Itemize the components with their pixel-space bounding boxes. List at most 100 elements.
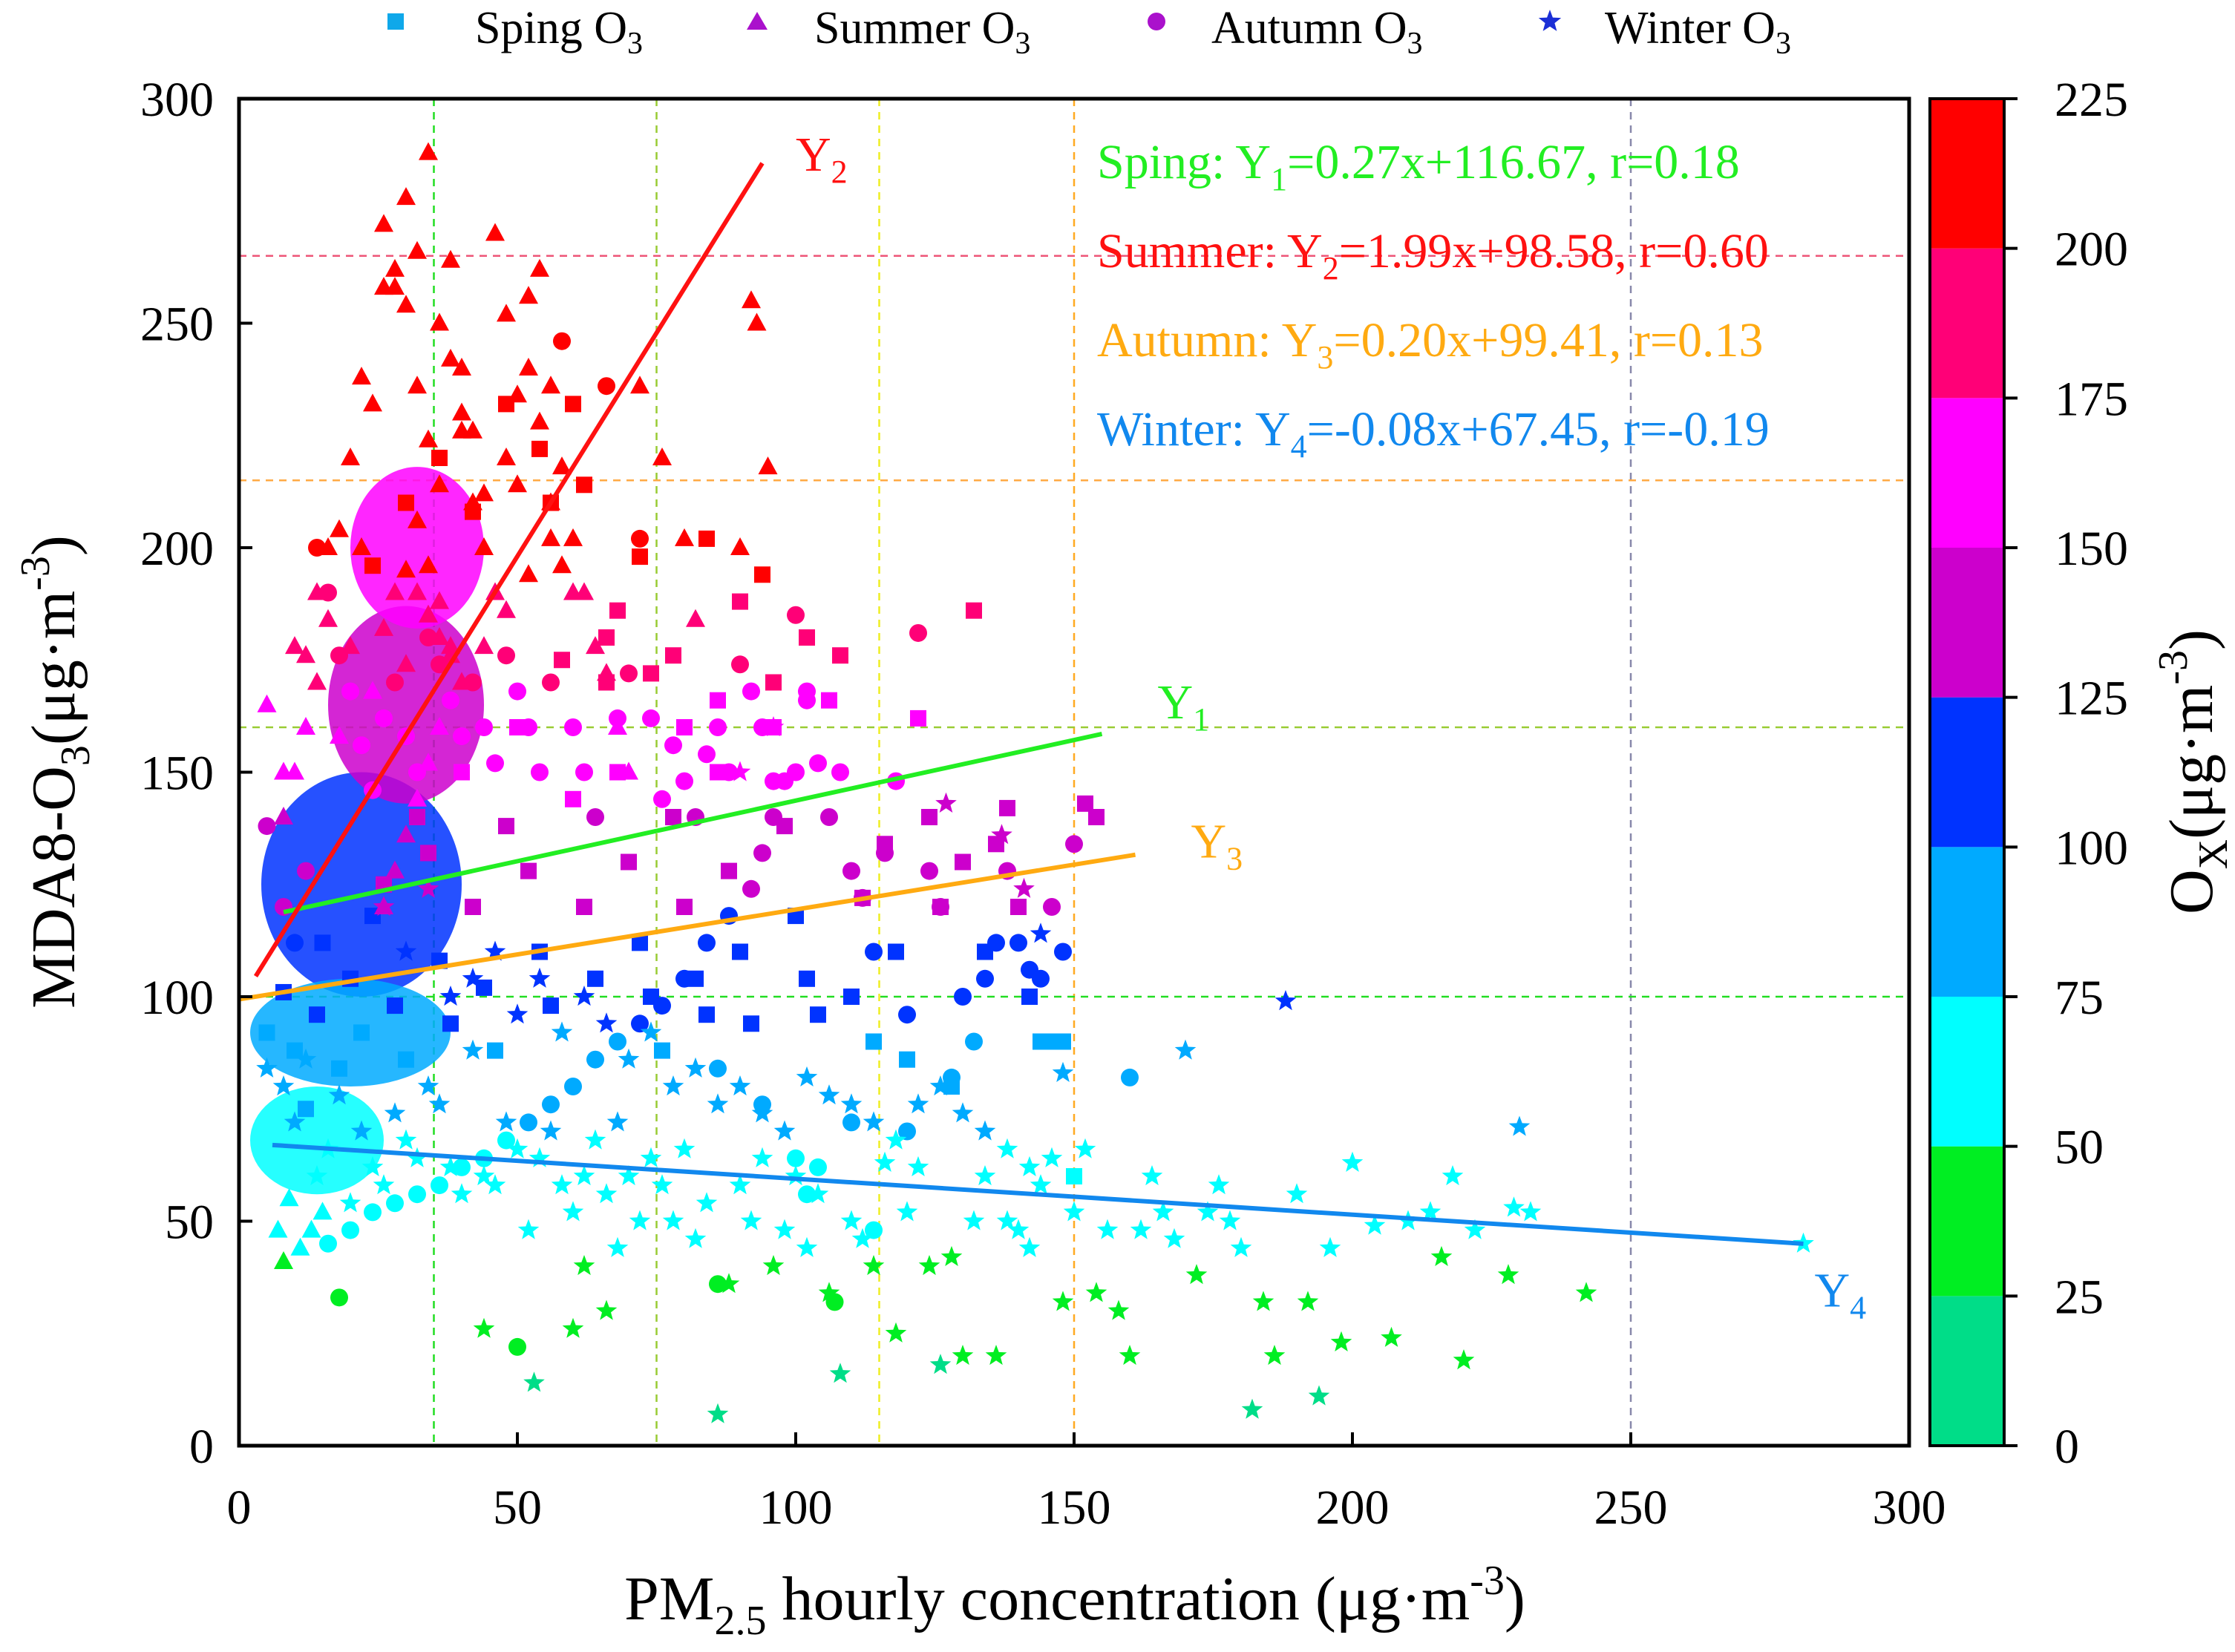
data-point-square [465,899,481,915]
data-point-circle [319,1234,337,1253]
data-point-circle [809,754,827,773]
y-tick-label: 250 [140,298,214,352]
data-point-star [1308,1385,1330,1406]
data-point-circle [865,1221,883,1239]
data-point-triangle [675,528,694,546]
data-point-circle [375,709,393,727]
data-point-star [473,1317,495,1338]
data-point-circle [330,1288,348,1307]
data-point-circle [319,583,337,602]
data-point-square [531,440,548,457]
x-tick-label: 250 [1594,1481,1668,1535]
data-point-circle [965,1032,983,1051]
colorbar-tick-label: 75 [2055,971,2104,1025]
data-point-triangle [268,1219,288,1238]
data-point-square [921,809,937,825]
legend-label-summer: Summer O3 [814,3,1030,61]
data-point-circle [408,763,426,781]
data-point-square [799,629,815,646]
data-point-triangle [730,537,750,555]
colorbar-bin [1930,548,2004,698]
data-point-star [991,824,1012,845]
data-point-star [874,1151,896,1172]
colorbar-bin [1930,697,2004,848]
data-point-triangle [419,142,438,160]
data-point-star [1018,1156,1041,1176]
data-point-circle [798,691,816,709]
x-tick-label: 300 [1873,1481,1946,1535]
data-point-star [673,1138,696,1158]
data-point-triangle [363,681,382,699]
data-point-star [395,940,417,961]
data-point-circle [631,529,649,548]
data-point-star [295,1048,317,1069]
data-point-star [640,1021,662,1042]
data-point-triangle [408,510,427,528]
data-point-triangle [430,312,449,331]
data-point-circle [809,1158,827,1176]
data-point-star [451,1183,473,1204]
data-point-star [1503,1196,1525,1217]
data-point-circle [943,1068,961,1086]
regression-line [238,852,1136,1002]
data-point-triangle [430,591,449,609]
data-point-triangle [396,187,416,206]
data-point-triangle [352,537,371,555]
data-point-star [562,1317,584,1338]
data-point-star [1575,1282,1597,1302]
colorbar-tick-label: 25 [2055,1270,2104,1324]
data-point-circle [709,718,727,736]
data-point-star [863,1255,885,1276]
data-point-triangle [290,1237,310,1256]
legend-marker-winter-star [1538,10,1562,31]
data-point-triangle [530,258,549,277]
data-point-square [843,989,860,1005]
data-point-square [287,1042,303,1059]
data-point-star [896,1201,918,1222]
data-point-circle [698,745,716,764]
data-point-star [707,1403,729,1423]
data-point-square [565,396,581,413]
data-point-triangle [452,402,471,421]
data-point-square [454,764,470,781]
data-point-square [609,602,626,619]
data-point-square [821,692,837,709]
data-point-triangle [497,448,516,465]
data-point-star [1341,1151,1364,1172]
colorbar-title: OX(μg·m-3) [2150,629,2235,914]
data-point-triangle [541,528,560,546]
data-point-circle [842,1113,860,1132]
data-point-star [773,1120,796,1141]
data-point-star [818,1282,840,1302]
data-point-star [573,986,595,1006]
data-point-star [785,1165,807,1186]
data-point-square [643,665,659,682]
data-point-star [952,1102,974,1123]
data-point-square [498,818,514,835]
data-point-circle [1009,934,1027,952]
data-point-triangle [279,1188,299,1207]
data-point-circle [1054,943,1072,961]
data-point-triangle [396,560,416,578]
reference-lines [239,99,1909,1446]
data-point-star [762,716,785,737]
legend-marker-autumn-circle [1148,13,1165,30]
data-point-star [1119,1345,1141,1366]
data-point-triangle [408,788,427,807]
data-point-star [1107,1299,1130,1320]
data-point-star [584,1129,606,1150]
data-point-triangle [474,483,494,502]
data-point-circle [698,934,716,952]
data-point-star [1274,990,1297,1011]
data-point-triangle [285,636,304,655]
data-point-star [1364,1214,1386,1235]
data-point-circle [631,1015,649,1033]
data-point-square [309,1006,325,1023]
data-point-square [298,1101,314,1118]
data-point-star [996,1210,1018,1230]
data-point-square [565,790,581,807]
y-tick-label: 100 [140,971,214,1025]
colorbar-bin [1930,1296,2004,1446]
y-tick-label: 50 [165,1196,214,1250]
data-point-triangle [301,1219,321,1238]
